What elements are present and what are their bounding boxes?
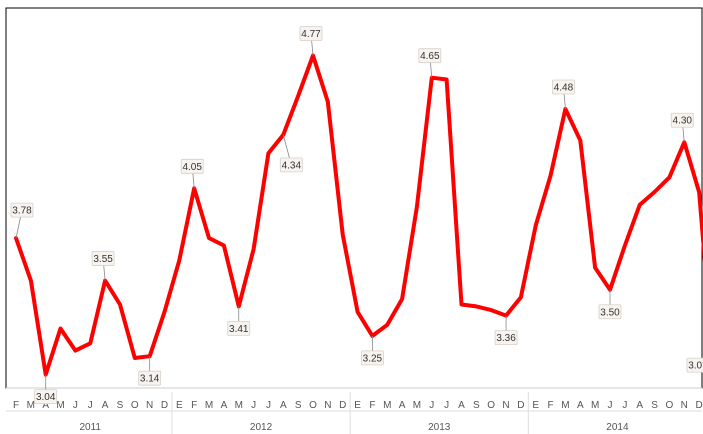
data-label: 3.25	[363, 353, 383, 364]
x-tick-label: M	[591, 400, 599, 411]
data-label-box	[279, 157, 303, 173]
x-tick-label: F	[548, 400, 554, 411]
x-tick-label: O	[487, 400, 495, 411]
data-label-box	[494, 330, 518, 346]
x-tick-label: F	[191, 400, 197, 411]
data-label: 3.50	[600, 307, 620, 318]
x-tick-label: A	[399, 400, 406, 411]
x-tick-label: J	[251, 400, 256, 411]
x-tick-label: F	[13, 400, 19, 411]
x-tick-label: A	[221, 400, 228, 411]
x-tick-label: S	[473, 400, 480, 411]
x-tick-label: A	[636, 400, 643, 411]
x-tick-label: M	[27, 400, 35, 411]
x-tick-label: A	[577, 400, 584, 411]
data-label-box	[686, 357, 703, 373]
x-tick-label: N	[324, 400, 331, 411]
series-line	[14, 53, 703, 377]
x-tick-label: M	[383, 400, 391, 411]
data-label-box	[91, 251, 115, 266]
data-label-box	[227, 320, 251, 336]
data-label: 4.30	[673, 116, 693, 127]
x-tick-label: D	[161, 400, 168, 411]
x-tick-label: O	[131, 400, 139, 411]
x-tick-label: A	[42, 400, 49, 411]
x-tick-label: J	[444, 400, 449, 411]
data-label-box	[34, 389, 58, 405]
data-label-box	[180, 158, 204, 174]
data-label: 4.05	[182, 162, 202, 173]
x-tick-label: J	[266, 400, 271, 411]
x-tick-label: J	[622, 400, 627, 411]
x-tick-label: S	[117, 400, 124, 411]
x-tick-label: J	[429, 400, 434, 411]
x-tick-label: D	[517, 400, 524, 411]
x-tick-label: M	[235, 400, 243, 411]
data-label: 3.36	[496, 333, 516, 344]
x-tick-label: N	[681, 400, 688, 411]
plot-border	[5, 7, 703, 389]
data-label: 4.34	[282, 160, 302, 171]
data-label-box	[670, 112, 694, 128]
x-tick-label: F	[369, 400, 375, 411]
data-label: 4.77	[301, 29, 321, 40]
data-label: 4.48	[554, 83, 574, 94]
x-tick-label: S	[295, 400, 302, 411]
data-label-box	[598, 304, 622, 320]
x-tick-label: M	[413, 400, 421, 411]
year-label: 2014	[606, 422, 629, 433]
x-tick-label: A	[458, 400, 465, 411]
x-tick-label: N	[146, 400, 153, 411]
x-tick-label: J	[88, 400, 93, 411]
data-label-box	[360, 350, 384, 366]
x-tick-label: D	[339, 400, 346, 411]
x-tick-label: N	[502, 400, 509, 411]
x-tick-label: S	[651, 400, 658, 411]
data-label: 3.78	[12, 206, 32, 217]
year-label: 2012	[250, 422, 273, 433]
x-tick-label: M	[56, 400, 64, 411]
x-tick-label: E	[176, 400, 183, 411]
x-tick-label: J	[608, 400, 613, 411]
x-tick-label: M	[561, 400, 569, 411]
data-label-box	[10, 202, 34, 218]
x-tick-label: E	[354, 400, 361, 411]
x-tick-label: J	[73, 400, 78, 411]
year-label: 2011	[79, 422, 101, 433]
data-label-box	[418, 48, 442, 64]
x-tick-label: E	[532, 400, 539, 411]
data-label: 3.55	[93, 254, 113, 265]
year-label: 2013	[428, 422, 451, 433]
x-tick-label: A	[102, 400, 109, 411]
x-tick-label: M	[205, 400, 213, 411]
data-label: 3.04	[36, 392, 56, 403]
x-tick-label: A	[280, 400, 287, 411]
x-tick-label: O	[309, 400, 317, 411]
data-label: 3.14	[140, 374, 160, 385]
data-label-box	[299, 26, 323, 41]
x-tick-label: O	[666, 400, 674, 411]
data-label: 3.07	[688, 361, 703, 372]
data-label-box	[552, 79, 575, 95]
data-label: 4.65	[420, 51, 440, 62]
x-tick-label: D	[695, 400, 702, 411]
data-label-box	[138, 370, 162, 386]
data-label: 3.41	[229, 324, 249, 335]
